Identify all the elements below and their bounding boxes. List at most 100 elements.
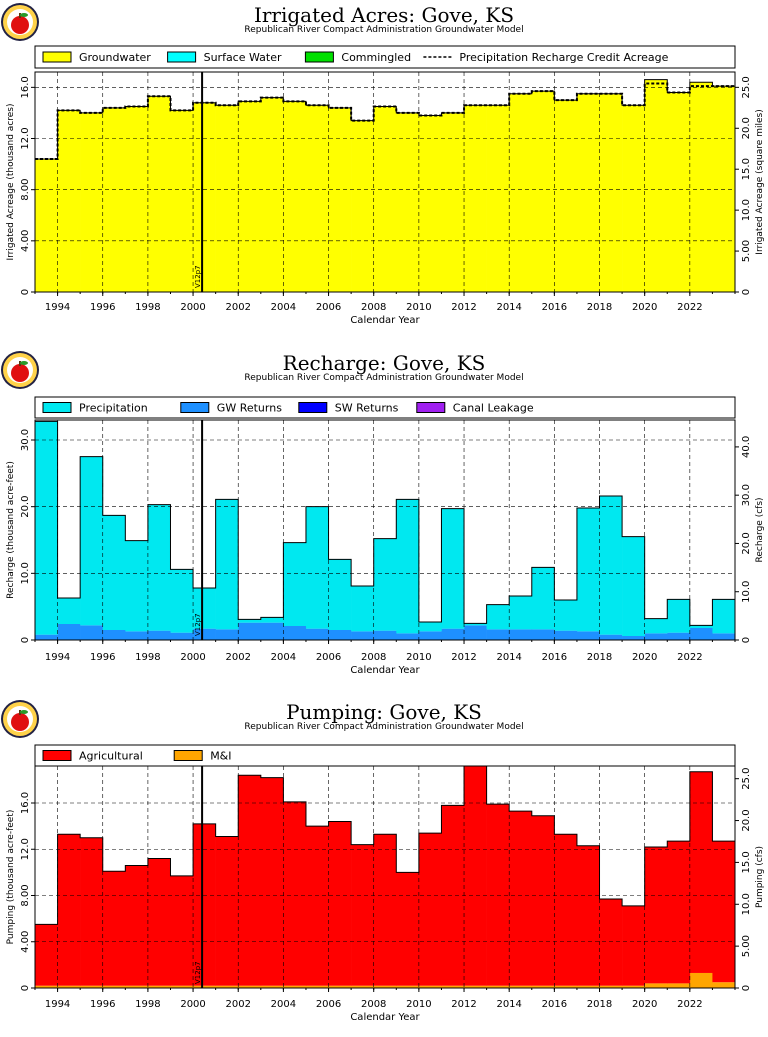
version-marker-label: V12p7 [194,265,202,288]
bar-segment [531,815,555,986]
x-tick-label: 1994 [45,652,70,663]
legend-entry: Precipitation [79,402,148,415]
bar-segment [373,630,397,640]
y-axis-label: Recharge (thousand acre-feet) [6,461,16,599]
x-tick-label: 2012 [451,302,476,313]
chart-recharge: Precipitation GW Returns SW Returns Canal L… [1,351,765,676]
bar-segment [170,569,194,633]
legend-swatch [304,51,334,63]
x-tick-label: 2022 [677,999,702,1010]
bar-segment [373,538,397,631]
bar-segment [102,107,126,292]
legend-box [34,396,736,419]
bar-segment [283,101,307,292]
bar-segment [305,628,329,640]
bar-segment [373,106,397,292]
bar-segment [667,983,691,988]
bar-segment [644,846,668,984]
bar-segment [576,631,600,640]
bar-segment [554,834,578,986]
bar-segment [644,633,668,640]
bar-segment [80,837,104,986]
bar-segment [622,536,645,636]
bar-segment [57,624,81,640]
bar-segment [486,604,510,630]
bar-segment [599,985,623,988]
bar-segment [441,508,465,629]
legend-entry: M&I [210,750,231,763]
bar-segment [418,833,442,986]
bar-segment [193,588,216,629]
version-marker-label: V12p7 [194,961,202,984]
x-tick-label: 2018 [587,999,612,1010]
legend-swatch [416,402,446,413]
bar-segment [328,985,352,988]
bar-segment [125,631,149,640]
bar-segment [260,622,284,640]
y-tick-label: 4.00 [20,230,31,252]
bar-segment [644,983,668,988]
x-tick-label: 2000 [180,302,205,313]
bar-segment [193,628,216,640]
bar-segment [418,622,442,632]
chart-pumping: Agricultural M&I V12p7 0 4.00 8.00 12.0 16.0 0 5.… [1,700,765,1023]
y-tick-label-right: 25.0 [741,76,752,98]
bar-segment [441,985,465,988]
bar-segment [689,82,713,292]
plot-frame [34,419,736,641]
bar-segment [238,619,262,623]
y-tick-label-right: 20.0 [741,809,752,831]
stack-outline [34,765,736,988]
bar-segment [215,836,239,986]
x-tick-label: 2020 [632,302,657,313]
bar-segment [102,515,126,630]
bar-segment [260,617,284,623]
logo-stem [19,361,21,366]
x-tick-label: 2010 [406,302,431,313]
bar-segment [305,985,329,988]
bar-segment [689,771,713,973]
bar-segment [396,633,420,640]
bar-segment [260,985,284,988]
y-tick-label-right: 0 [741,637,752,643]
bar-segment [328,630,352,640]
legend-entry: Commingled [341,51,411,64]
bar-segment [712,599,736,634]
bar-segment [486,804,510,986]
legend-swatch [180,402,210,413]
bar-segment [328,821,352,986]
bar-segment [57,834,81,986]
legend-swatch [173,750,203,761]
bar-segment [599,634,623,640]
bar-segment [486,105,510,292]
apple-seal-icon [1,3,39,41]
bar-segment [215,985,239,988]
bar-segment [80,985,104,988]
y-tick-label: 16.0 [20,792,31,814]
bar-segment [305,506,329,629]
bar-segment [622,905,645,986]
bar-segment [170,985,194,988]
bar-segment [531,567,555,630]
legend-entry: Surface Water [204,51,282,64]
x-tick-label: 2014 [496,999,521,1010]
x-tick-label: 2022 [677,302,702,313]
x-tick-label: 2016 [542,999,567,1010]
apple-seal-icon [1,700,39,738]
y-tick-label-right: 15.0 [741,158,752,180]
bar-segment [80,625,104,640]
bar-segment [509,93,533,292]
bar-segment [193,985,216,988]
bar-segment [486,629,510,640]
bar-segment [712,86,736,293]
bar-segment [35,924,58,986]
bar-segment [576,93,600,292]
legend-entry: Groundwater [79,51,151,64]
y-tick-label: 30.0 [20,429,31,451]
bar-segment [238,622,262,640]
bar-segment [305,826,329,986]
bar-segment [102,985,126,988]
x-tick-label: 2014 [496,652,521,663]
x-tick-label: 2018 [587,652,612,663]
x-tick-label: 1996 [90,652,115,663]
